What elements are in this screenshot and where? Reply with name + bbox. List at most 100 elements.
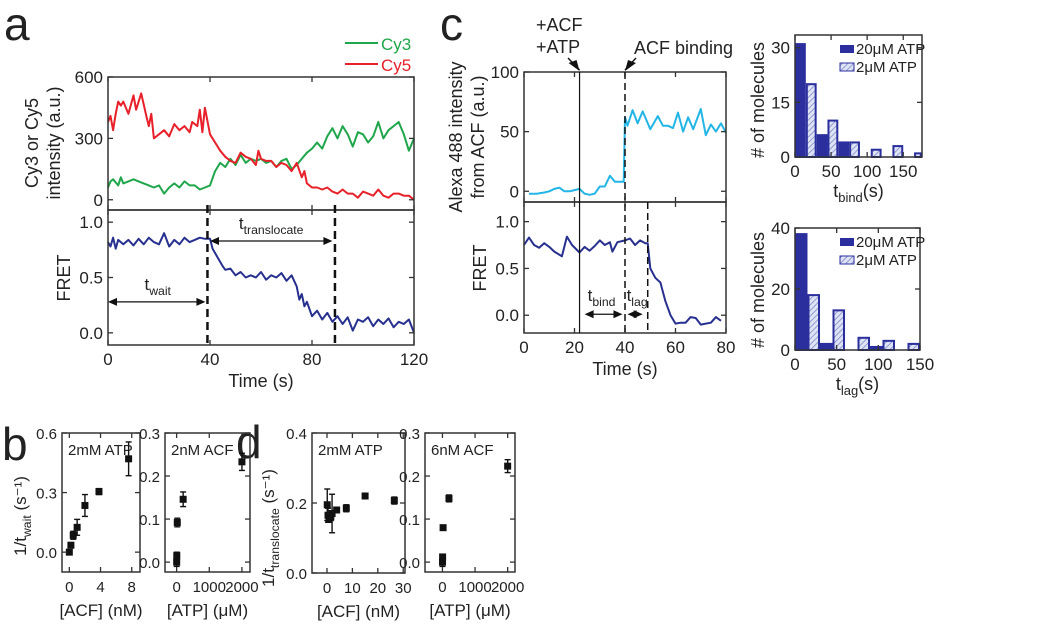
hist-legend-dark-swatch: [840, 238, 854, 246]
binding-arrow-head: [625, 60, 636, 71]
d_acf-inset-label: 2mM ATP: [318, 442, 383, 459]
t-translocate-label: ttranslocate: [239, 214, 304, 237]
c_hist_bind-xtick-label: 150: [889, 162, 917, 181]
c_hist_bind-bar-dark-2: [838, 141, 850, 158]
b-ylabel-after: (s⁻¹): [11, 476, 30, 515]
b_atp-point-1: [173, 552, 181, 560]
a_intensity-ytick-label: 300: [75, 129, 103, 148]
t-bind-label-main: t: [588, 286, 593, 305]
c_hist_lag-xtick-label: 150: [906, 355, 934, 374]
b-ylabel: 1/twait (s⁻¹): [11, 476, 34, 556]
c_hist_lag-xtick-label: 0: [790, 355, 799, 374]
hist-legend-dark-label: 20μM ATP: [856, 41, 925, 58]
a_intensity-ytick-label: 0: [94, 191, 103, 210]
c_fret-xtick-label: 0: [519, 338, 528, 357]
legend-cy3-label: Cy3: [381, 35, 411, 54]
b_acf-ytick-label: 0.3: [36, 486, 57, 503]
c_hist_lag-ytick-label: 40: [771, 219, 790, 238]
c_fret-xtick-label: 20: [565, 338, 584, 357]
d-ylabel-main: 1/t: [259, 568, 278, 587]
c_hist_lag-bar-hatched-3: [882, 339, 895, 352]
c_fret-xtick-label: 80: [717, 338, 736, 357]
c_hist_bind-bar-dark-0: [795, 43, 806, 158]
d_acf-ytick-label: 0.2: [286, 496, 307, 513]
c_fret-xlabel: Time (s): [592, 359, 657, 379]
c_hist_bind-xtick-label: 0: [790, 162, 799, 181]
a_intensity-series-1-line: [107, 92, 415, 201]
b-ylabel-sub: wait: [20, 515, 34, 538]
b_atp-xtick-label: 0: [172, 579, 180, 596]
b_acf-point-5: [95, 488, 103, 496]
d_atp-ytick-label: 0.3: [399, 426, 420, 443]
t-bind-arrow-head-left: [584, 310, 594, 319]
panel-letter-a: a: [4, 0, 30, 50]
d_acf-xlabel: [ACF] (nM): [317, 602, 400, 621]
c_hist_bind-ytick-label: 30: [771, 39, 790, 58]
c_hist_bind-xlabel-sub: bind: [838, 190, 863, 205]
b_acf-point-4: [81, 501, 89, 509]
legend-cy5-label: Cy5: [381, 56, 411, 75]
c_alexa-ytick-label: 50: [500, 123, 519, 142]
add-arrow-head: [568, 60, 580, 71]
c_alexa-ytick-label: 100: [491, 63, 519, 82]
a_fret-xlabel: Time (s): [228, 371, 293, 391]
b_acf-point-2: [69, 531, 77, 539]
b_atp-point-2: [173, 519, 181, 527]
c_alexa-ytick-label: 0: [510, 182, 519, 201]
d_acf-point-7: [361, 492, 369, 500]
c_alexa-series-0-line: [529, 108, 727, 196]
b_acf-ytick-label: 0.6: [36, 426, 57, 443]
t-translocate-label-sub: translocate: [244, 223, 304, 237]
c-fret-ylabel: FRET: [470, 245, 490, 292]
c_hist_bind-ytick-label: 15: [771, 93, 790, 112]
c_hist_bind-ytick-label: 0: [781, 148, 790, 167]
hist-bind-ylabel: # of molecules: [748, 42, 768, 158]
d_atp-point-4: [504, 462, 512, 470]
b_atp-inset-label: 2nM ACF: [171, 442, 234, 459]
b_acf-xtick-label: 0: [65, 579, 73, 596]
b_acf-ytick-label: 0.0: [36, 545, 57, 562]
c_fret-xtick-label: 60: [666, 338, 685, 357]
c_hist_lag-bar-hatched-1: [832, 309, 845, 352]
c_hist_lag-bar-hatched-0: [807, 294, 820, 352]
add-atp-label: +ATP: [536, 37, 580, 57]
c_hist_lag-bar-dark-1: [820, 342, 833, 351]
b_acf-xlabel: [ACF] (nM): [59, 601, 142, 620]
a_intensity-ytick-label: 600: [75, 68, 103, 87]
t-translocate-label-main: t: [239, 214, 244, 233]
t-wait-arrow-head-left: [108, 297, 117, 306]
b_atp-xtick-label: 1000: [193, 579, 226, 596]
c_hist_bind-xtick-label: 100: [853, 162, 881, 181]
d_atp-ytick-label: 0.0: [399, 555, 420, 572]
b_acf-xtick-label: 4: [96, 579, 104, 596]
hist-legend-hatched-label: 2μM ATP: [856, 252, 917, 269]
d_acf-point-6: [342, 504, 350, 512]
panel-letter-c: c: [440, 0, 463, 50]
hist-legend-dark-label: 20μM ATP: [856, 234, 925, 251]
t-lag-label-sub: lag: [631, 295, 648, 309]
t-bind-label: tbind: [588, 286, 616, 309]
a_fret-xtick-label: 40: [201, 350, 220, 369]
c_fret-series-0-line: [523, 235, 722, 326]
c-alexa-ylabel-line1: Alexa 488 intensity: [446, 61, 466, 212]
a_fret-ytick-label: 1.0: [79, 213, 103, 232]
a_fret-series-0-line: [107, 232, 415, 334]
b_atp-ytick-label: 0.0: [139, 555, 160, 572]
d_atp-xlabel: [ATP] (μM): [429, 601, 510, 620]
b_atp-point-3: [179, 495, 187, 503]
c_hist_bind-bar-hatched-1: [827, 119, 839, 159]
c_hist_bind-xtick-label: 50: [822, 162, 841, 181]
c_hist_lag-bar-hatched-4: [907, 342, 920, 351]
d_atp-ytick-label: 0.2: [399, 469, 420, 486]
a_fret-xtick-label: 120: [400, 350, 428, 369]
c_hist_lag-ytick-label: 0: [781, 341, 790, 360]
b_acf-point-3: [73, 523, 81, 531]
hist-legend-hatched-label: 2μM ATP: [856, 59, 917, 76]
d_acf-point-4: [328, 510, 336, 517]
d_atp-inset-label: 6nM ACF: [431, 442, 494, 459]
a_fret-ytick-label: 0.5: [79, 269, 103, 288]
hist-legend-hatched-swatch: [839, 255, 855, 265]
d_atp-axes-frame: [424, 432, 516, 573]
d_atp-xtick-label: 2000: [491, 579, 524, 596]
